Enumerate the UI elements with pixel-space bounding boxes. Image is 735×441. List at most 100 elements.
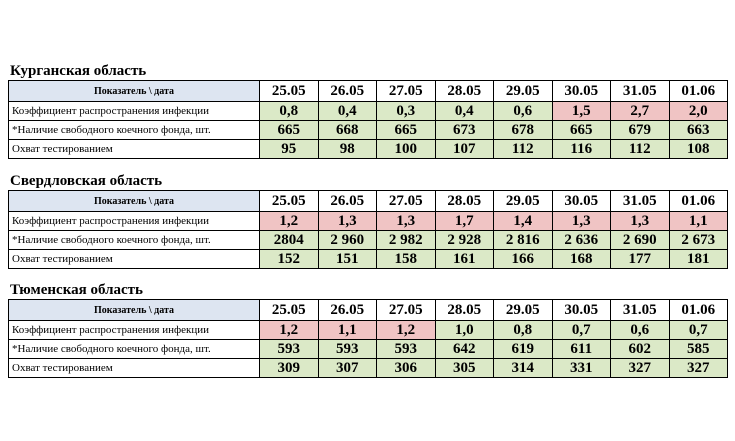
value-cell: 1,3 xyxy=(317,211,377,231)
date-header: 30.05 xyxy=(551,190,611,212)
value-cell: 0,6 xyxy=(610,320,670,340)
table-row: *Наличие свободного коечного фонда, шт. … xyxy=(8,339,728,359)
date-header: 29.05 xyxy=(493,80,553,102)
value-cell: 678 xyxy=(493,120,553,140)
value-cell: 327 xyxy=(668,358,728,378)
date-header: 27.05 xyxy=(376,190,436,212)
value-cell: 2,0 xyxy=(668,101,728,121)
value-cell: 2 816 xyxy=(493,230,553,250)
date-header: 31.05 xyxy=(610,299,670,321)
value-cell: 602 xyxy=(610,339,670,359)
date-header: 25.05 xyxy=(259,80,319,102)
date-header: 25.05 xyxy=(259,299,319,321)
value-cell: 665 xyxy=(376,120,436,140)
date-header: 01.06 xyxy=(668,80,728,102)
row-label: *Наличие свободного коечного фонда, шт. xyxy=(8,120,260,140)
value-cell: 314 xyxy=(493,358,553,378)
table-header-row: Показатель \ дата 25.05 26.05 27.05 28.0… xyxy=(8,299,728,321)
row-label: Охват тестированием xyxy=(8,358,260,378)
value-cell: 1,4 xyxy=(493,211,553,231)
header-label: Показатель \ дата xyxy=(8,299,260,321)
header-label: Показатель \ дата xyxy=(8,190,260,212)
table-row: Коэффициент распространения инфекции 0,8… xyxy=(8,101,728,121)
value-cell: 593 xyxy=(259,339,319,359)
date-header: 28.05 xyxy=(434,190,494,212)
region-title: Курганская область xyxy=(10,63,147,79)
value-cell: 151 xyxy=(317,249,377,269)
value-cell: 1,3 xyxy=(376,211,436,231)
value-cell: 665 xyxy=(551,120,611,140)
value-cell: 611 xyxy=(551,339,611,359)
indicator-table: Показатель \ дата 25.05 26.05 27.05 28.0… xyxy=(8,190,728,269)
region-title: Тюменская область xyxy=(10,282,143,298)
value-cell: 306 xyxy=(376,358,436,378)
table-row: Охват тестированием 309 307 306 305 314 … xyxy=(8,358,728,378)
date-header: 31.05 xyxy=(610,190,670,212)
value-cell: 1,7 xyxy=(434,211,494,231)
value-cell: 1,1 xyxy=(317,320,377,340)
value-cell: 1,1 xyxy=(668,211,728,231)
value-cell: 152 xyxy=(259,249,319,269)
region-title: Свердловская область xyxy=(10,173,163,189)
value-cell: 1,2 xyxy=(259,320,319,340)
value-cell: 116 xyxy=(551,139,611,159)
value-cell: 619 xyxy=(493,339,553,359)
row-label: *Наличие свободного коечного фонда, шт. xyxy=(8,339,260,359)
value-cell: 95 xyxy=(259,139,319,159)
value-cell: 98 xyxy=(317,139,377,159)
value-cell: 0,8 xyxy=(259,101,319,121)
row-label: Коэффициент распространения инфекции xyxy=(8,320,260,340)
date-header: 25.05 xyxy=(259,190,319,212)
value-cell: 307 xyxy=(317,358,377,378)
value-cell: 1,0 xyxy=(434,320,494,340)
value-cell: 107 xyxy=(434,139,494,159)
header-label: Показатель \ дата xyxy=(8,80,260,102)
value-cell: 1,2 xyxy=(376,320,436,340)
value-cell: 665 xyxy=(259,120,319,140)
value-cell: 2 928 xyxy=(434,230,494,250)
value-cell: 1,3 xyxy=(610,211,670,231)
region-kurgan: Курганская область Показатель \ дата 25.… xyxy=(8,63,728,159)
value-cell: 2804 xyxy=(259,230,319,250)
value-cell: 100 xyxy=(376,139,436,159)
value-cell: 585 xyxy=(668,339,728,359)
date-header: 30.05 xyxy=(551,80,611,102)
table-row: *Наличие свободного коечного фонда, шт. … xyxy=(8,120,728,140)
value-cell: 168 xyxy=(551,249,611,269)
value-cell: 679 xyxy=(610,120,670,140)
row-label: Коэффициент распространения инфекции xyxy=(8,211,260,231)
table-row: Коэффициент распространения инфекции 1,2… xyxy=(8,211,728,231)
table-row: Охват тестированием 95 98 100 107 112 11… xyxy=(8,139,728,159)
value-cell: 158 xyxy=(376,249,436,269)
table-row: Охват тестированием 152 151 158 161 166 … xyxy=(8,249,728,269)
row-label: Охват тестированием xyxy=(8,249,260,269)
value-cell: 2 690 xyxy=(610,230,670,250)
value-cell: 166 xyxy=(493,249,553,269)
date-header: 01.06 xyxy=(668,299,728,321)
value-cell: 0,4 xyxy=(317,101,377,121)
date-header: 26.05 xyxy=(317,190,377,212)
value-cell: 181 xyxy=(668,249,728,269)
value-cell: 112 xyxy=(610,139,670,159)
value-cell: 0,6 xyxy=(493,101,553,121)
table-row: *Наличие свободного коечного фонда, шт. … xyxy=(8,230,728,250)
row-label: Коэффициент распространения инфекции xyxy=(8,101,260,121)
date-header: 28.05 xyxy=(434,80,494,102)
date-header: 28.05 xyxy=(434,299,494,321)
value-cell: 305 xyxy=(434,358,494,378)
date-header: 01.06 xyxy=(668,190,728,212)
date-header: 27.05 xyxy=(376,299,436,321)
value-cell: 593 xyxy=(376,339,436,359)
indicator-table: Показатель \ дата 25.05 26.05 27.05 28.0… xyxy=(8,299,728,378)
value-cell: 0,7 xyxy=(551,320,611,340)
value-cell: 0,4 xyxy=(434,101,494,121)
region-sverdlovsk: Свердловская область Показатель \ дата 2… xyxy=(8,173,728,269)
value-cell: 331 xyxy=(551,358,611,378)
value-cell: 309 xyxy=(259,358,319,378)
date-header: 30.05 xyxy=(551,299,611,321)
value-cell: 642 xyxy=(434,339,494,359)
region-tyumen: Тюменская область Показатель \ дата 25.0… xyxy=(8,282,728,378)
indicator-table: Показатель \ дата 25.05 26.05 27.05 28.0… xyxy=(8,80,728,159)
value-cell: 108 xyxy=(668,139,728,159)
row-label: Охват тестированием xyxy=(8,139,260,159)
